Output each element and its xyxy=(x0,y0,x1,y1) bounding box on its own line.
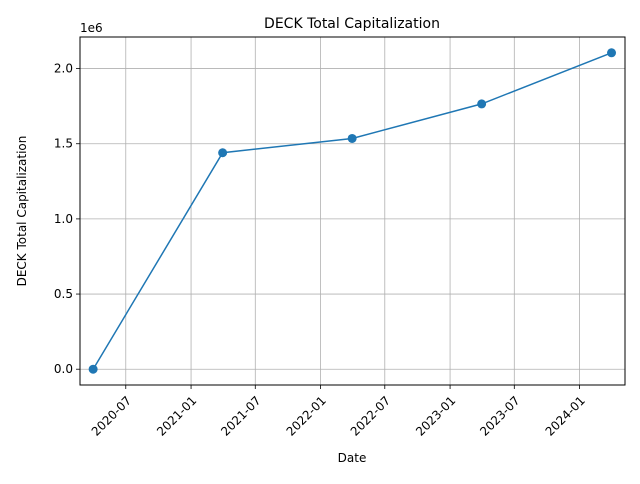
data-point xyxy=(88,364,98,374)
x-tick-label: 2020-07 xyxy=(89,393,134,438)
x-tick-label: 2024-01 xyxy=(543,393,588,438)
data-point xyxy=(477,99,487,109)
y-tick-label: 1.5 xyxy=(54,137,73,151)
y-tick-label: 1.0 xyxy=(54,212,73,226)
y-tick-label: 0.0 xyxy=(54,362,73,376)
y-tick-label: 0.5 xyxy=(54,287,73,301)
grid xyxy=(80,37,625,385)
data-point xyxy=(218,148,228,158)
x-tick-label: 2021-07 xyxy=(218,393,263,438)
y-tick-label: 2.0 xyxy=(54,62,73,76)
data-point xyxy=(607,48,617,58)
series-line xyxy=(92,52,612,370)
y-offset-label: 1e6 xyxy=(80,21,103,35)
x-axis-label: Date xyxy=(338,451,367,465)
x-tick-label: 2022-01 xyxy=(284,393,329,438)
x-tick-label: 2021-01 xyxy=(154,393,199,438)
plot-frame xyxy=(79,36,626,386)
x-tick-label: 2022-07 xyxy=(348,393,393,438)
data-point xyxy=(347,133,357,143)
x-tick-label: 2023-01 xyxy=(413,393,458,438)
x-tick-label: 2023-07 xyxy=(477,393,522,438)
chart-title: DECK Total Capitalization xyxy=(264,16,440,32)
y-axis-label: DECK Total Capitalization xyxy=(15,136,29,287)
series-layer xyxy=(88,48,617,374)
